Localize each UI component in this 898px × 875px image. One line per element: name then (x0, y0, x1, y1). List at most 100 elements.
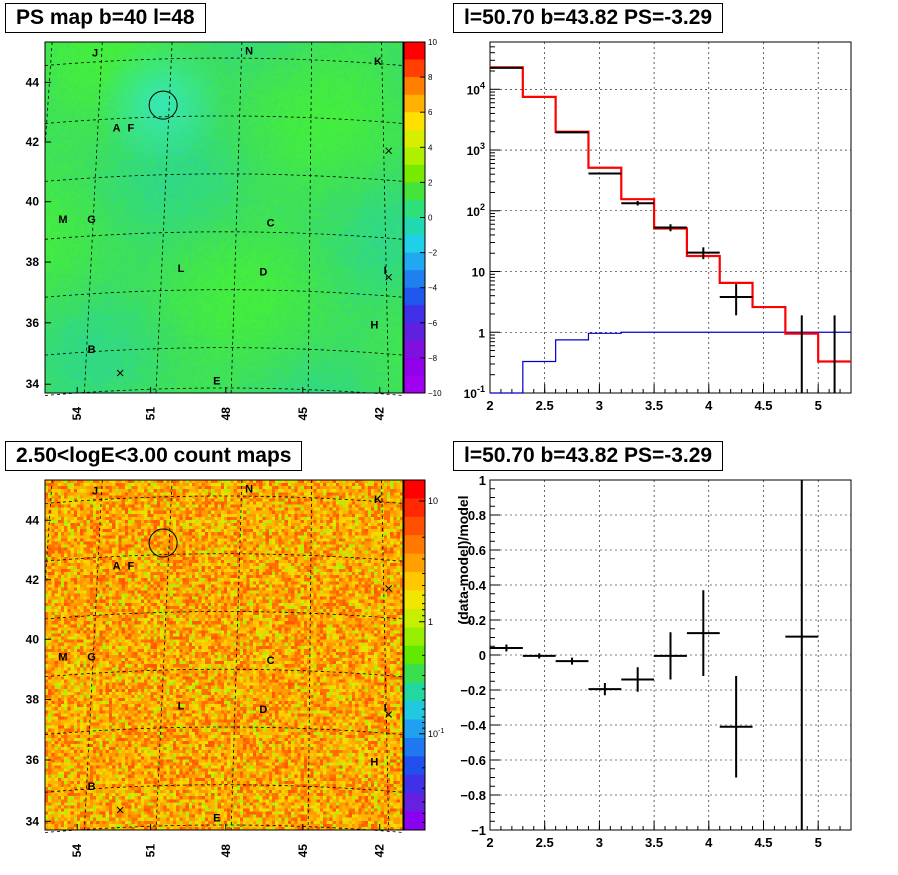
colorbar-swatch (404, 77, 425, 96)
colorbar-swatch (404, 811, 425, 831)
graticule-longitude-line (155, 479, 173, 831)
graticule-longitude-line (381, 479, 390, 831)
spectrum-title: l=50.70 b=43.82 PS=-3.29 (453, 3, 724, 33)
colorbar-swatch (404, 719, 425, 739)
candidate-circle-marker (148, 90, 178, 120)
colorbar-swatch (404, 305, 425, 324)
x-tick-label: 54 (70, 844, 84, 858)
x-tick-label: 4 (705, 398, 713, 413)
source-label: L (178, 701, 185, 713)
source-label: C (267, 218, 275, 230)
graticule-longitude-line (230, 479, 243, 831)
residual-title: l=50.70 b=43.82 PS=-3.29 (453, 441, 724, 471)
colorbar-tick-label: 4 (428, 143, 433, 152)
x-tick-label: 48 (219, 844, 233, 858)
colorbar-swatch (404, 793, 425, 813)
x-tick-label: 45 (296, 407, 310, 421)
plot-frame (489, 41, 852, 394)
colorbar-swatch (404, 287, 425, 306)
x-tick-label: 2 (486, 835, 493, 850)
x-tick-label: 42 (373, 844, 387, 858)
x-tick-label: 3.5 (645, 835, 663, 850)
y-tick-label: 34 (26, 377, 40, 391)
colorbar-swatch (404, 252, 425, 271)
y-tick-label: 10-1 (464, 384, 485, 401)
graticule-longitude-line (83, 41, 103, 394)
colorbar-swatch (404, 701, 425, 720)
y-tick-label: 42 (26, 573, 40, 587)
graticule-longitude-line (230, 41, 243, 394)
x-tick-label: 3 (596, 835, 603, 850)
x-tick-label: 4.5 (754, 398, 772, 413)
x-tick-label: 4 (705, 835, 713, 850)
colorbar-swatch (404, 357, 425, 376)
y-tick-label: 10 (472, 266, 486, 280)
x-tick-label: 5 (815, 398, 822, 413)
colorbar-swatch (404, 645, 425, 665)
colorbar-tick-label: −2 (428, 249, 438, 258)
colorbar-tick-label: 8 (428, 73, 433, 82)
colorbar-tick-label: 10 (428, 38, 437, 47)
colorbar-swatch (404, 375, 425, 394)
y-tick-label: 40 (26, 632, 40, 646)
colorbar-swatch (404, 59, 425, 78)
y-tick-label: 1 (479, 473, 486, 488)
colorbar-swatch (404, 94, 425, 113)
source-label: N (245, 484, 253, 496)
source-label: D (259, 267, 267, 279)
source-label: E (213, 375, 220, 387)
y-tick-label: 103 (467, 141, 485, 158)
x-marker (116, 806, 124, 814)
colorbar-tick-label: −8 (428, 354, 438, 363)
x-marker (385, 711, 393, 718)
y-tick-label: 0.6 (468, 543, 486, 558)
colorbar-swatch (404, 590, 425, 610)
colorbar-swatch (404, 322, 425, 341)
colorbar-tick-label: 1 (428, 617, 433, 627)
map-frame (44, 41, 404, 394)
colorbar-swatch (404, 217, 425, 236)
colorbar-swatch (404, 572, 425, 592)
colorbar-swatch (404, 199, 425, 218)
source-label: E (213, 813, 220, 825)
source-label: M (58, 214, 67, 226)
y-tick-label: 36 (26, 753, 40, 767)
y-tick-label: 36 (26, 316, 40, 330)
source-label: H (370, 757, 378, 769)
colorbar-tick-label: −6 (428, 319, 438, 328)
map-heatmap-image (45, 480, 403, 830)
source-label: J (92, 47, 98, 59)
x-tick-label: 51 (144, 844, 158, 858)
source-label: K (374, 56, 382, 68)
x-tick-label: 2.5 (536, 835, 554, 850)
colorbar-tick-label: −4 (428, 284, 438, 293)
count-map-panel: J N K A F M G C L D I H B E 34 36 38 40 42 44 54 51 48 45 42 10 1 1… (26, 479, 444, 858)
colorbar-swatch (404, 182, 425, 201)
colorbar-swatch (404, 553, 425, 573)
source-label: G (87, 214, 96, 226)
source-label: M (58, 652, 67, 664)
y-tick-label: 1 (478, 326, 485, 340)
x-tick-label: 2 (486, 398, 493, 413)
colorbar-swatch (404, 270, 425, 289)
colorbar-swatch (404, 340, 425, 359)
source-label: I (384, 265, 387, 277)
colorbar-swatch (404, 112, 425, 131)
colorbar-swatch (404, 756, 425, 776)
y-tick-label: −0.8 (460, 788, 486, 803)
colorbar-tick-label: −10 (428, 389, 442, 398)
x-marker (385, 585, 393, 592)
colorbar-tick-label: 10 (428, 496, 438, 506)
colorbar-tick-label: 10-1 (428, 728, 444, 739)
y-tick-label: −0.2 (460, 683, 486, 698)
graticule-longitude-line (307, 41, 313, 394)
colorbar-tick-label: 2 (428, 178, 433, 187)
x-tick-label: 4.5 (754, 835, 772, 850)
colorbar-swatch (404, 774, 425, 794)
colorbar-swatch (404, 498, 425, 518)
spectrum-panel: 2 2.5 3 3.5 4 4.5 5 10-1 1 10 102 103 104 (464, 41, 852, 413)
y-tick-label: −0.6 (460, 753, 486, 768)
colorbar-swatch (404, 129, 425, 148)
graticule-longitude-line (155, 41, 173, 394)
residual-panel: 2 2.5 3 3.5 4 4.5 5 1 0.8 0.6 0.4 0.2 0 −0.2 −0.4 −0.6 −… (455, 473, 852, 850)
